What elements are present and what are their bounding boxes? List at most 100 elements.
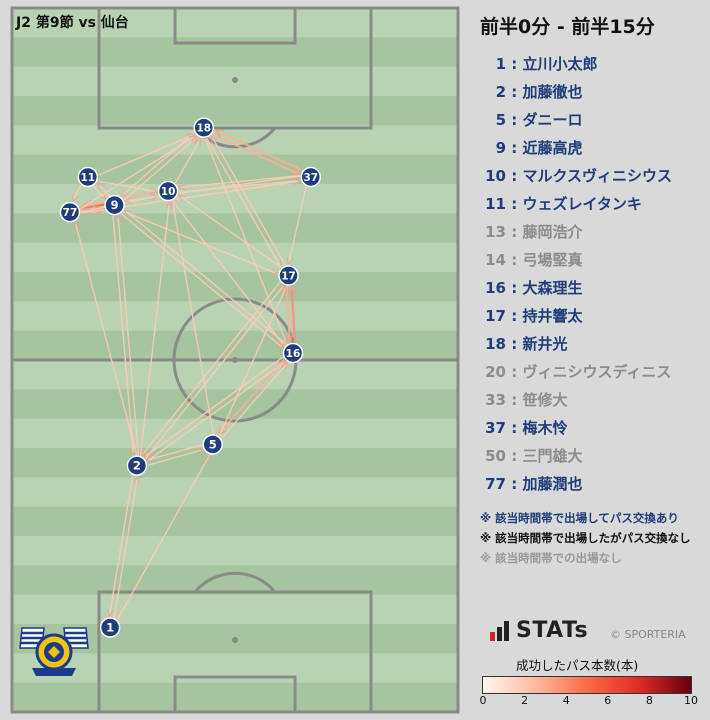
roster-name: 大森理生 <box>522 279 583 297</box>
player-node: 11 <box>77 166 99 188</box>
pass-arrow <box>147 450 203 466</box>
roster-name: 新井光 <box>522 335 568 353</box>
player-nodes: 1 2 5 9 10 11 16 17 18 37 77 <box>59 117 322 638</box>
roster-number: 77 <box>485 475 506 493</box>
pitch-stripe <box>12 360 458 390</box>
pass-arrow <box>139 202 170 456</box>
roster-separator: : <box>506 111 523 129</box>
pass-arrow <box>125 175 301 201</box>
roster-name: 三門雄大 <box>522 447 583 465</box>
roster-item: 37 : 梅木怜 <box>478 414 672 442</box>
pass-arrow <box>98 133 195 176</box>
stats-wordmark: STATs <box>516 618 589 643</box>
roster-item: 18 : 新井光 <box>478 330 672 358</box>
roster-name: 笹修大 <box>522 391 568 409</box>
player-node: 18 <box>193 117 215 138</box>
player-node: 1 <box>99 617 121 638</box>
roster-separator: : <box>506 167 523 185</box>
roster-separator: : <box>506 391 523 409</box>
player-node-circle <box>202 434 223 455</box>
pass-arrow <box>218 287 288 437</box>
pitch-stripe <box>12 8 458 38</box>
pass-arrow <box>172 200 284 345</box>
pass-arrow <box>215 129 303 172</box>
roster-name: 加藤潤也 <box>522 475 583 493</box>
player-node: 9 <box>104 194 125 216</box>
roster-name: 加藤徹也 <box>522 83 583 101</box>
colorbar-tick: 8 <box>645 694 653 707</box>
pitch-stripe <box>12 594 458 625</box>
pass-count-colorbar <box>482 676 692 694</box>
pass-arrow <box>79 134 196 210</box>
player-node-circle <box>193 117 215 138</box>
club-crest-icon <box>19 627 89 676</box>
roster-number: 20 <box>485 363 506 381</box>
pass-arrow <box>287 285 290 342</box>
stats-logo: STATs <box>490 618 588 643</box>
pitch-stripe <box>12 213 458 244</box>
roster-number: 18 <box>485 335 506 353</box>
player-node-label: 9 <box>111 198 119 212</box>
crest-banner <box>32 668 76 676</box>
player-node-circle <box>300 166 322 188</box>
legend-note-active: ※ 該当時間帯で出場してパス交換あり <box>480 511 679 525</box>
pass-arrow <box>97 183 110 197</box>
roster-number: 11 <box>485 195 506 213</box>
player-node-label: 5 <box>209 437 217 451</box>
pass-arrow <box>121 132 195 196</box>
pitch-stripe <box>12 477 458 508</box>
roster-separator: : <box>506 279 523 297</box>
player-node-label: 1 <box>106 621 114 635</box>
pitch-stripe <box>12 448 458 478</box>
pass-arrow <box>179 174 301 188</box>
roster-separator: : <box>506 447 523 465</box>
roster-name: 梅木怜 <box>522 419 568 437</box>
roster-separator: : <box>506 251 523 269</box>
period-label: 前半0分 - 前半15分 <box>480 16 655 38</box>
player-node: 16 <box>282 342 304 364</box>
roster-number: 5 <box>495 111 506 129</box>
stats-bars-icon <box>490 620 510 641</box>
pass-arrow <box>142 281 281 456</box>
roster-number: 33 <box>485 391 506 409</box>
player-node-circle <box>99 617 121 638</box>
roster-separator: : <box>506 475 523 493</box>
pitch-stripe <box>12 301 458 332</box>
player-node-label: 11 <box>81 172 96 184</box>
pass-arrow <box>210 136 286 266</box>
roster-name: ヴィニシウスディニス <box>522 363 672 381</box>
roster-item: 2 : 加藤徹也 <box>478 78 672 106</box>
player-node-label: 10 <box>161 186 176 198</box>
roster-number: 10 <box>485 167 506 185</box>
player-roster: 1 : 立川小太郎 2 : 加藤徹也 5 : ダニーロ 9 : 近藤高虎 10 : マル… <box>478 50 672 498</box>
colorbar-tick: 6 <box>604 694 612 707</box>
pitch-stripe <box>12 536 458 566</box>
roster-item: 14 : 弓場堅真 <box>478 246 672 274</box>
top-goal-area <box>173 6 297 45</box>
legend-note-no-pass: ※ 該当時間帯で出場したがパス交換なし <box>480 531 691 545</box>
player-node: 5 <box>202 434 223 455</box>
colorbar-tick: 4 <box>562 694 570 707</box>
player-node-circle <box>59 201 81 223</box>
center-spot <box>232 357 238 363</box>
pass-arrow <box>116 455 211 620</box>
roster-item: 77 : 加藤潤也 <box>478 470 672 498</box>
bottom-penalty-spot <box>232 637 238 643</box>
roster-number: 37 <box>485 419 506 437</box>
pitch-stripe <box>12 506 458 537</box>
pass-arrow <box>112 215 133 455</box>
pass-arrow <box>174 138 202 184</box>
colorbar-tick: 0 <box>479 694 487 707</box>
colorbar-tick: 10 <box>684 694 698 707</box>
roster-separator: : <box>506 223 523 241</box>
roster-name: 持井響太 <box>522 307 583 325</box>
pass-arrow <box>292 286 295 344</box>
player-node-label: 18 <box>196 123 211 135</box>
player-node: 37 <box>300 166 322 188</box>
player-node-label: 16 <box>286 348 301 360</box>
pass-arrow <box>92 185 106 199</box>
colorbar-title: 成功したパス本数(本) <box>516 658 639 673</box>
roster-separator: : <box>506 307 523 325</box>
player-node-label: 2 <box>133 459 141 473</box>
player-node-label: 37 <box>304 172 319 184</box>
